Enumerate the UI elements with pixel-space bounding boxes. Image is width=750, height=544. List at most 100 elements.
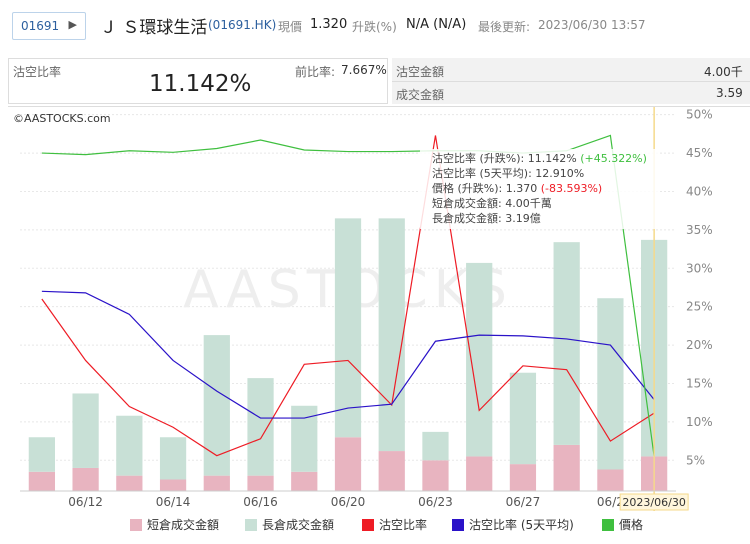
x-tick-label: 06/27: [506, 495, 541, 509]
turnover-value: 3.59: [716, 86, 743, 100]
y-tick-label: 45%: [686, 146, 713, 160]
bar-long-turnover: [28, 437, 55, 472]
bar-short-turnover: [72, 467, 99, 491]
price-label: 現價: [278, 20, 303, 34]
bar-short-turnover: [334, 437, 362, 491]
short-amount-label: 沽空金額: [396, 65, 445, 79]
bar-short-turnover: [159, 479, 187, 491]
x-tick-label: 06/23: [418, 495, 453, 509]
tooltip-text: 長倉成交金額: 3.19億: [432, 211, 541, 225]
bar-short-turnover: [116, 475, 143, 491]
y-tick-label: 10%: [686, 415, 713, 429]
bar-long-turnover: [553, 242, 580, 445]
bar-short-turnover: [509, 464, 537, 491]
change-value: N/A (N/A): [406, 17, 467, 32]
short-ratio-value: 11.142%: [149, 71, 252, 97]
legend-short-turnover-label: 短倉成交金額: [147, 518, 220, 532]
bar-short-turnover: [466, 456, 493, 491]
cursor-label-box: [619, 493, 689, 511]
prev-ratio-label: 前比率:: [295, 65, 336, 79]
bar-short-turnover: [247, 475, 274, 491]
stock-symbol-link[interactable]: (01691.HK): [208, 18, 277, 32]
tooltip-box: [420, 149, 660, 229]
bar-long-turnover: [291, 405, 318, 472]
x-tick-label: 06/12: [68, 495, 103, 509]
short-ratio-panel: 沽空比率 11.142% 前比率: 7.667%: [8, 58, 388, 104]
legend-swatch-price: [602, 519, 614, 531]
x-tick-label: 06/2: [597, 495, 624, 509]
bar-short-turnover: [291, 471, 318, 491]
legend-long-turnover-label: 長倉成交金額: [262, 518, 335, 532]
bar-long-turnover: [203, 335, 230, 476]
legend-short-turnover[interactable]: 短倉成交金額: [130, 516, 219, 533]
tooltip-text: 短倉成交金額: 4.00千萬: [432, 196, 552, 210]
legend-swatch-short-turnover: [130, 519, 142, 531]
bar-short-turnover: [203, 475, 230, 491]
amount-panel: 沽空金額 4.00千 成交金額 3.59: [392, 58, 750, 104]
bar-long-turnover: [509, 372, 537, 465]
y-tick-label: 40%: [686, 184, 713, 198]
bar-long-turnover: [247, 378, 274, 476]
stock-code-input[interactable]: 01691 ▶: [12, 12, 86, 40]
tooltip-line: 長倉成交金額: 3.19億: [432, 211, 541, 225]
bar-long-turnover: [378, 218, 405, 452]
legend-long-turnover[interactable]: 長倉成交金額: [245, 516, 334, 533]
legend-short-ratio-label: 沽空比率: [379, 518, 428, 532]
chart-svg[interactable]: 5%10%15%20%25%30%35%40%45%50%AASTOCKS©AA…: [8, 107, 750, 513]
tooltip-change: (+45.322%): [580, 152, 647, 165]
legend-price-label: 價格: [619, 518, 644, 532]
update-time: 2023/06/30 13:57: [538, 18, 646, 32]
x-tick-label: 06/14: [156, 495, 191, 509]
play-arrow-icon[interactable]: ▶: [68, 18, 77, 31]
short-amount-value: 4.00千: [704, 65, 743, 79]
bar-long-turnover: [422, 431, 449, 461]
bar-short-turnover: [422, 460, 449, 491]
legend-swatch-short-ratio: [362, 519, 374, 531]
cursor-label: 2023/06/30: [622, 496, 685, 509]
y-tick-label: 50%: [686, 108, 713, 122]
y-tick-label: 20%: [686, 338, 713, 352]
tooltip-line: 短倉成交金額: 4.00千萬: [432, 196, 552, 210]
legend-swatch-long-turnover: [245, 519, 257, 531]
line-short-ratio-5d: [41, 290, 655, 419]
tooltip-line: 沽空比率 (升跌%): 11.142% (+45.322%): [432, 151, 647, 165]
bar-long-turnover: [334, 218, 362, 438]
stock-header: 01691 ▶ Ｊ Ｓ環球生活 (01691.HK) 現價 1.320 升跌(%…: [0, 0, 750, 54]
change-label: 升跌(%): [352, 20, 397, 34]
short-selling-chart[interactable]: 5%10%15%20%25%30%35%40%45%50%AASTOCKS©AA…: [8, 106, 750, 512]
update-label: 最後更新:: [478, 20, 531, 34]
bar-short-turnover: [597, 469, 624, 491]
turnover-label: 成交金額: [396, 88, 445, 102]
price-value: 1.320: [310, 17, 348, 32]
tooltip-change: (-83.593%): [541, 182, 603, 195]
bar-long-turnover: [466, 262, 493, 457]
stock-name: Ｊ Ｓ環球生活: [100, 18, 208, 38]
tooltip-line: 沽空比率 (5天平均): 12.910%: [432, 166, 584, 180]
tooltip-text: 沽空比率 (升跌%): 11.142%: [432, 151, 580, 165]
y-tick-label: 35%: [686, 223, 713, 237]
bar-short-turnover: [378, 451, 405, 491]
bar-short-turnover: [28, 471, 55, 491]
bar-long-turnover: [597, 298, 624, 470]
legend-short-ratio[interactable]: 沽空比率: [362, 516, 427, 533]
bar-long-turnover: [116, 415, 143, 476]
legend-short-ratio-5d-label: 沽空比率 (5天平均): [469, 518, 574, 532]
stock-code-value[interactable]: 01691: [21, 19, 60, 33]
x-tick-label: 06/16: [243, 495, 278, 509]
tooltip-line: 價格 (升跌%): 1.370 (-83.593%): [432, 181, 602, 195]
legend-swatch-short-ratio-5d: [452, 519, 464, 531]
y-tick-label: 15%: [686, 376, 713, 390]
chart-legend: 短倉成交金額 長倉成交金額 沽空比率 沽空比率 (5天平均) 價格: [0, 512, 750, 532]
tooltip-text: 沽空比率 (5天平均): 12.910%: [432, 166, 584, 180]
y-tick-label: 5%: [686, 453, 705, 467]
legend-price[interactable]: 價格: [602, 516, 643, 533]
tooltip-text: 價格 (升跌%): 1.370: [432, 181, 541, 195]
y-tick-label: 25%: [686, 300, 713, 314]
short-ratio-label: 沽空比率: [13, 65, 62, 79]
copyright-text: ©AASTOCKS.com: [13, 112, 111, 125]
prev-ratio-value: 7.667%: [341, 63, 387, 77]
y-tick-label: 30%: [686, 261, 713, 275]
bar-long-turnover: [72, 393, 99, 468]
bar-long-turnover: [159, 437, 187, 480]
legend-short-ratio-5d[interactable]: 沽空比率 (5天平均): [452, 516, 574, 533]
